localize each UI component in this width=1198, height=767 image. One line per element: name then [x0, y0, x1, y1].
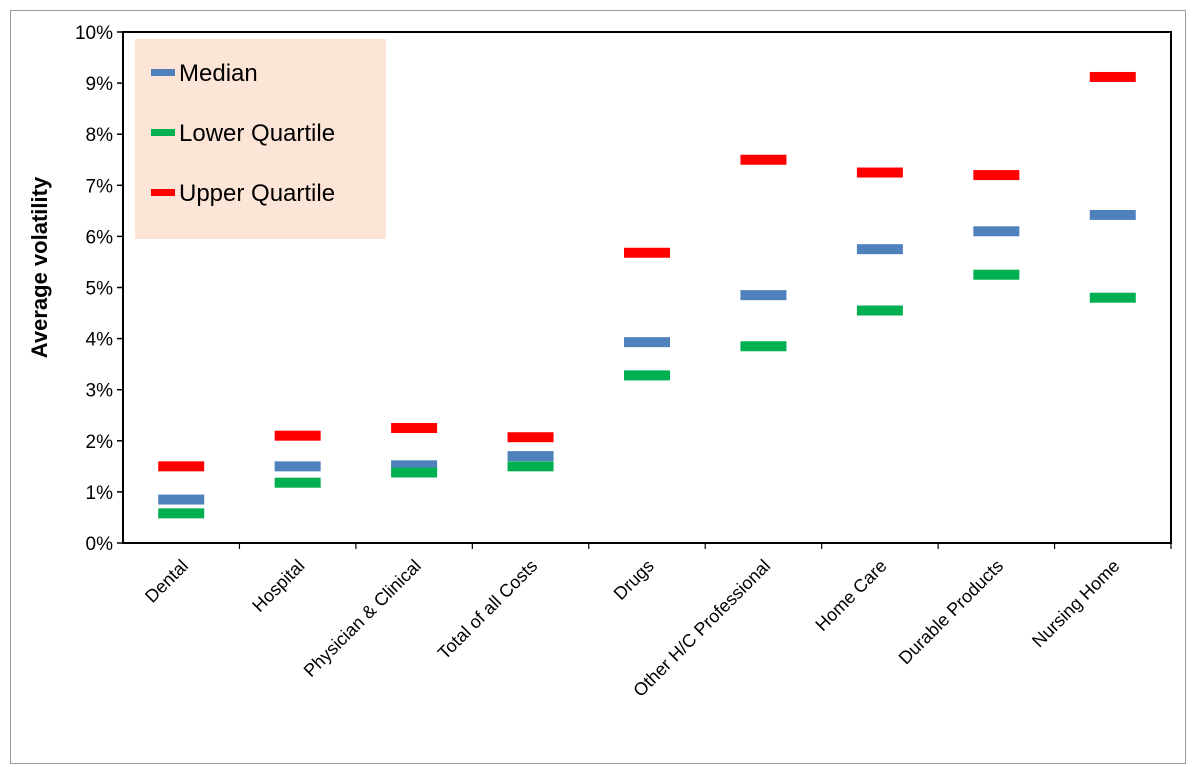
median-marker	[740, 290, 787, 301]
legend-lower-quartile-swatch	[151, 129, 175, 136]
x-category-label: Hospital	[248, 556, 308, 616]
lower-quartile-marker	[507, 461, 554, 472]
median-marker	[856, 244, 903, 255]
legend-lower-quartile-label: Lower Quartile	[179, 120, 335, 147]
upper-quartile-marker	[391, 423, 438, 434]
y-tick-label: 10%	[75, 23, 113, 44]
median-marker	[973, 226, 1020, 237]
x-category-label: Total of all Costs	[434, 556, 542, 664]
median-marker	[158, 494, 205, 505]
median-marker	[1089, 209, 1136, 220]
upper-quartile-marker	[973, 170, 1020, 181]
x-category-label: Home Care	[811, 556, 890, 635]
lower-quartile-marker	[1089, 292, 1136, 303]
chart-marks	[158, 71, 1136, 519]
x-category-label: Other H/C Professional	[629, 556, 774, 701]
y-tick-label: 6%	[86, 227, 114, 248]
legend-upper-quartile-label: Upper Quartile	[179, 180, 335, 207]
x-category-label: Nursing Home	[1028, 556, 1123, 651]
plot-area-border	[122, 31, 1172, 544]
upper-quartile-marker	[507, 432, 554, 443]
lower-quartile-marker	[856, 305, 903, 316]
median-marker	[274, 461, 321, 472]
upper-quartile-marker	[274, 430, 321, 441]
lower-quartile-marker	[973, 269, 1020, 280]
upper-quartile-marker	[158, 461, 205, 472]
legend-upper-quartile-swatch	[151, 189, 175, 196]
x-category-label: Durable Products	[895, 556, 1007, 668]
upper-quartile-marker	[624, 247, 670, 258]
median-marker	[507, 451, 554, 462]
y-axis-ticks: 0% 1% 2% 3% 4% 5% 6% 7% 8% 9% 10%	[75, 23, 123, 555]
x-category-label: Drugs	[610, 556, 658, 604]
legend: Median Lower Quartile Upper Quartile	[135, 39, 386, 239]
upper-quartile-marker	[1089, 71, 1136, 82]
y-axis-title: Average volatility	[27, 176, 52, 358]
y-tick-label: 2%	[86, 432, 114, 453]
lower-quartile-marker	[740, 341, 787, 352]
y-tick-label: 8%	[86, 125, 114, 146]
upper-quartile-marker	[740, 154, 787, 165]
legend-median-swatch	[151, 69, 175, 76]
chart-frame: 0% 1% 2% 3% 4% 5% 6% 7% 8% 9% 10% Dental Hospital Ph…	[10, 10, 1186, 764]
y-tick-label: 4%	[86, 330, 114, 351]
y-tick-label: 5%	[86, 279, 114, 300]
lower-quartile-marker	[391, 467, 438, 478]
median-marker	[391, 460, 438, 471]
volatility-chart: 0% 1% 2% 3% 4% 5% 6% 7% 8% 9% 10% Dental HospitalPh…	[27, 23, 1172, 701]
median-marker	[624, 337, 670, 348]
y-tick-label: 3%	[86, 381, 114, 402]
legend-background	[135, 39, 386, 239]
legend-median-label: Median	[179, 60, 258, 87]
y-tick-label: 9%	[86, 74, 114, 95]
y-tick-label: 0%	[86, 534, 114, 555]
y-tick-label: 7%	[86, 176, 114, 197]
lower-quartile-marker	[274, 477, 321, 488]
y-tick-label: 1%	[86, 483, 114, 504]
upper-quartile-marker	[856, 167, 903, 178]
x-category-label: Physician & Clinical	[300, 556, 425, 681]
lower-quartile-marker	[624, 370, 670, 381]
x-category-label: Dental	[141, 556, 192, 607]
lower-quartile-marker	[158, 508, 205, 519]
